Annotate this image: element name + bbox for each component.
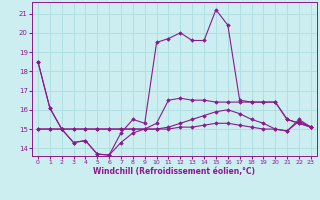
X-axis label: Windchill (Refroidissement éolien,°C): Windchill (Refroidissement éolien,°C): [93, 167, 255, 176]
